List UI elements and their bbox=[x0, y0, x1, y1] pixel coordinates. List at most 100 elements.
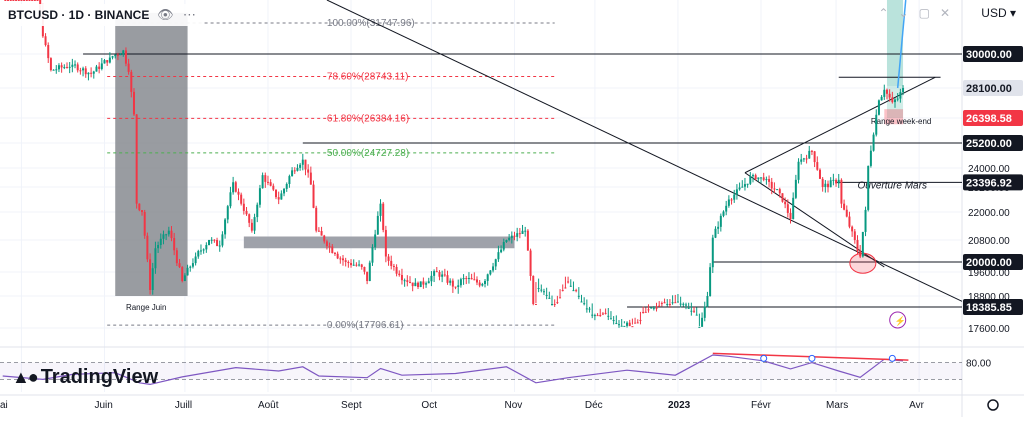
candle-body bbox=[634, 322, 637, 324]
candle-body bbox=[312, 184, 315, 208]
settings-gear-icon bbox=[987, 399, 999, 411]
candle-body bbox=[835, 179, 838, 184]
candle-body bbox=[320, 231, 323, 236]
candle-body bbox=[90, 72, 93, 74]
candle-body bbox=[612, 320, 615, 322]
fib-level-label: 100.00%(31747.96) bbox=[327, 18, 415, 29]
candle-body bbox=[615, 323, 618, 325]
eye-icon[interactable]: 👁 bbox=[157, 7, 174, 22]
candle-body bbox=[173, 238, 176, 251]
candle-body bbox=[856, 240, 859, 251]
time-axis-label: Nov bbox=[504, 400, 522, 411]
candle-body bbox=[800, 159, 803, 162]
candle-body bbox=[628, 322, 631, 327]
chevron-down-icon[interactable]: ⌄ bbox=[898, 6, 909, 20]
candle-body bbox=[537, 287, 540, 289]
candle-body bbox=[802, 158, 805, 160]
candle-body bbox=[883, 89, 886, 97]
candle-body bbox=[366, 271, 369, 281]
candle-body bbox=[869, 150, 872, 166]
candle-body bbox=[266, 181, 269, 183]
range-juin-zone bbox=[115, 12, 188, 297]
candle-body bbox=[331, 246, 334, 253]
candle-body bbox=[626, 322, 629, 326]
candle-body bbox=[178, 263, 181, 268]
price-label-text: 26398.58 bbox=[966, 113, 1012, 125]
time-axis-label: Juill bbox=[175, 400, 192, 411]
time-axis-label: Juin bbox=[95, 400, 113, 411]
candle-body bbox=[663, 302, 666, 304]
candle-body bbox=[191, 263, 194, 267]
more-options-icon[interactable]: ⋯ bbox=[182, 7, 196, 22]
candle-body bbox=[264, 175, 267, 182]
symbol-legend[interactable]: BTCUSD · 1D · BINANCE 👁 ⋯ bbox=[4, 4, 204, 26]
rsi-peak-marker bbox=[760, 354, 768, 362]
time-axis-label: Sept bbox=[341, 400, 362, 411]
pane-controls: ⌃ ⌄ ▢ ✕ bbox=[878, 6, 950, 20]
candle-body bbox=[248, 214, 251, 223]
candle-body bbox=[363, 267, 366, 272]
candle-body bbox=[344, 260, 347, 262]
candle-body bbox=[698, 326, 701, 328]
candle-body bbox=[52, 69, 55, 71]
candle-body bbox=[390, 260, 393, 266]
candle-body bbox=[296, 167, 299, 171]
candle-body bbox=[250, 222, 253, 231]
candle-body bbox=[757, 177, 760, 180]
candle-body bbox=[414, 282, 417, 287]
close-icon[interactable]: ✕ bbox=[939, 6, 950, 20]
candle-body bbox=[467, 277, 470, 279]
candle-body bbox=[829, 180, 832, 188]
candle-body bbox=[199, 250, 202, 252]
candle-body bbox=[746, 183, 749, 185]
candle-body bbox=[551, 304, 554, 305]
candle-body bbox=[280, 193, 283, 200]
maximize-icon[interactable]: ▢ bbox=[918, 6, 930, 20]
candle-body bbox=[738, 187, 741, 190]
candle-body bbox=[853, 231, 856, 241]
candle-body bbox=[360, 264, 363, 267]
candle-body bbox=[765, 179, 768, 181]
candle-body bbox=[183, 275, 186, 281]
candle-body bbox=[76, 64, 79, 71]
candle-body bbox=[671, 302, 674, 304]
candle-body bbox=[15, 0, 18, 1]
candle-body bbox=[325, 241, 328, 247]
candle-body bbox=[789, 212, 792, 219]
candle-body bbox=[68, 66, 71, 68]
candle-body bbox=[733, 194, 736, 200]
price-tick-label: 24000.00 bbox=[968, 164, 1010, 175]
price-tick-label: 20800.00 bbox=[968, 236, 1010, 247]
candle-body bbox=[224, 219, 227, 235]
candle-body bbox=[304, 159, 307, 170]
candle-body bbox=[676, 301, 679, 303]
currency-selector[interactable]: USD ▾ bbox=[981, 6, 1016, 20]
candle-body bbox=[486, 274, 489, 281]
candle-body bbox=[49, 58, 52, 71]
candle-body bbox=[475, 279, 478, 283]
candle-body bbox=[599, 314, 602, 316]
candle-body bbox=[208, 240, 211, 246]
candle-body bbox=[784, 201, 787, 205]
projection-line bbox=[896, 0, 907, 89]
candle-body bbox=[821, 178, 824, 187]
time-axis-label: 2023 bbox=[668, 400, 691, 411]
summer-range-bar bbox=[243, 236, 515, 249]
candle-body bbox=[861, 231, 864, 257]
candle-body bbox=[808, 150, 811, 159]
candle-body bbox=[500, 249, 503, 253]
candle-body bbox=[138, 203, 141, 211]
candle-body bbox=[762, 177, 765, 180]
chevron-up-icon[interactable]: ⌃ bbox=[878, 6, 889, 20]
candle-body bbox=[430, 275, 433, 282]
candle-body bbox=[620, 325, 623, 327]
candle-body bbox=[899, 92, 902, 99]
candle-body bbox=[234, 182, 237, 192]
candle-body bbox=[465, 278, 468, 279]
candle-body bbox=[240, 194, 243, 204]
candle-body bbox=[682, 303, 685, 305]
candle-body bbox=[154, 248, 157, 269]
candle-body bbox=[459, 279, 462, 286]
